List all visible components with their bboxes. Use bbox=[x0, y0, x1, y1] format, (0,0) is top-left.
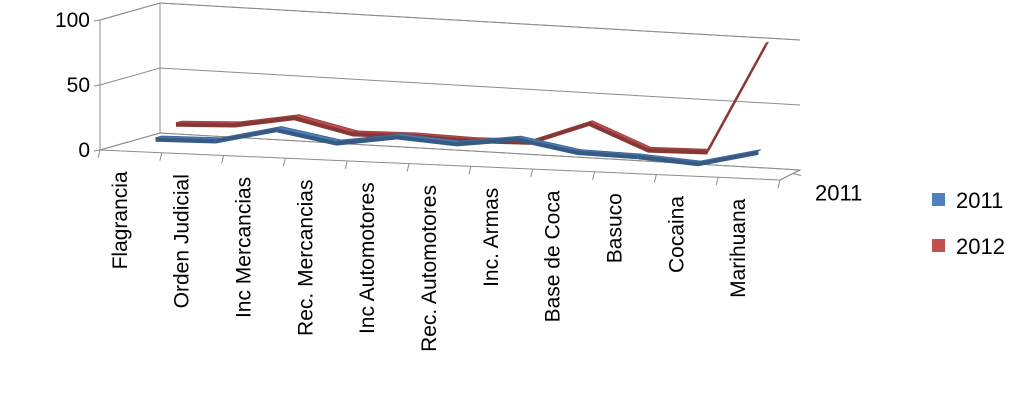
series-2012-ribbon-side bbox=[294, 116, 353, 137]
series-2012-ribbon-side bbox=[530, 122, 589, 145]
x-tick-mark bbox=[715, 177, 719, 186]
y-tick-mark bbox=[93, 19, 101, 22]
series-group bbox=[155, 41, 769, 167]
x-axis-category-labels: Flagrancia Orden Judicial Inc Mercancias Re… bbox=[109, 171, 750, 352]
series-2011-ribbon-side bbox=[457, 137, 518, 147]
series-2012-ribbon-side bbox=[648, 148, 707, 155]
x-category-label: Rec. Automotores bbox=[418, 185, 441, 352]
gridline bbox=[99, 2, 801, 41]
series-2012-ribbon-side bbox=[589, 122, 648, 153]
series-2011-ribbon-side bbox=[276, 128, 337, 146]
legend-swatch-2012 bbox=[932, 239, 945, 252]
x-category-label: Inc Automotores bbox=[356, 182, 379, 334]
x-category-label: Marihuana bbox=[727, 198, 750, 298]
series-2011-ribbon-side bbox=[155, 137, 216, 144]
depth-axis: 2011 bbox=[779, 169, 862, 206]
series-2012-ribbon-top bbox=[293, 114, 359, 133]
gridline bbox=[99, 67, 801, 106]
series-2011-ribbon-side bbox=[637, 155, 699, 167]
x-tick-mark bbox=[97, 149, 101, 159]
x-tick-mark bbox=[592, 171, 596, 180]
y-tick-mark bbox=[93, 149, 101, 152]
x-tick-mark bbox=[221, 155, 225, 164]
x-category-label: Inc Mercancias bbox=[233, 177, 256, 318]
legend: 2011 2012 bbox=[932, 188, 1005, 259]
chart-walls bbox=[99, 2, 801, 150]
x-tick-mark bbox=[344, 160, 348, 170]
x-category-label: Basuco bbox=[603, 193, 626, 263]
x-tick-mark bbox=[159, 152, 163, 161]
depth-axis-line bbox=[779, 169, 801, 181]
y-tick-label: 100 bbox=[55, 9, 90, 32]
x-tick-mark bbox=[653, 174, 657, 183]
y-tick-label: 50 bbox=[67, 74, 90, 97]
depth-tick-mark bbox=[792, 173, 802, 176]
wall-top-edge bbox=[99, 2, 801, 41]
x-tick-mark bbox=[282, 158, 286, 167]
x-category-label: Orden Judicial bbox=[171, 174, 194, 308]
series-2011-ribbon-side bbox=[698, 150, 759, 167]
series-2011-ribbon-side bbox=[336, 135, 397, 146]
series-2011-ribbon-side bbox=[577, 151, 638, 160]
x-tick-mark bbox=[530, 168, 534, 178]
x-category-label: Cocaina bbox=[665, 196, 688, 273]
x-tick-mark bbox=[406, 163, 410, 172]
series-2012-ribbon-side bbox=[707, 43, 766, 155]
x-category-label: Base de Coca bbox=[542, 190, 565, 322]
depth-axis-label: 2011 bbox=[815, 181, 862, 206]
series-2011 bbox=[155, 126, 761, 167]
series-2012-ribbon-top bbox=[529, 120, 593, 142]
y-tick-mark bbox=[93, 84, 101, 87]
series-2011-ribbon-side bbox=[396, 135, 457, 147]
legend-swatch-2011 bbox=[932, 193, 945, 206]
y-tick-label: 0 bbox=[78, 139, 90, 162]
series-2012-ribbon-top bbox=[588, 120, 652, 150]
series-2012-ribbon-side bbox=[176, 122, 235, 128]
series-2011-ribbon-side bbox=[517, 137, 578, 155]
series-2011-ribbon-side bbox=[215, 128, 277, 144]
x-tick-mark bbox=[468, 166, 472, 175]
x-tick-mark bbox=[777, 179, 781, 189]
legend-label-2012: 2012 bbox=[956, 234, 1005, 259]
y-axis-ticks: 0 50 100 bbox=[55, 9, 101, 162]
legend-label-2011: 2011 bbox=[956, 188, 1003, 213]
x-category-label: Rec. Mercancias bbox=[294, 180, 317, 336]
x-category-label: Inc. Armas bbox=[480, 188, 503, 287]
series-2012-ribbon-side bbox=[235, 116, 294, 128]
series-2011-ribbon-top bbox=[697, 149, 761, 163]
x-category-label: Flagrancia bbox=[109, 171, 132, 269]
